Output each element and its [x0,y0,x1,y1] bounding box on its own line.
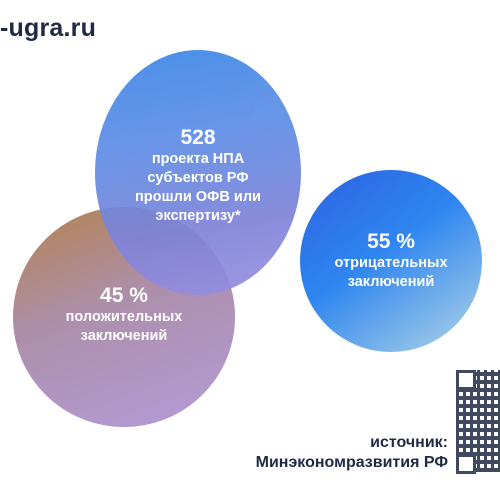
qr-finder-icon [456,454,476,474]
source-name: Минэкономразвития РФ [255,454,448,471]
negative-line-2: заключений [347,274,435,290]
negative-line-1: отрицательных [334,255,448,271]
total-line-1: проекта НПА [151,150,245,167]
total-line-2: субъектов РФ [147,169,249,186]
total-line-4: экспертизу* [155,207,241,224]
source-label: источник: [370,434,448,451]
site-brand: -ugra.ru [0,14,97,42]
negative-percent: 55 % [367,230,415,253]
positive-line-2: заключений [80,328,168,344]
qr-finder-icon [456,370,476,390]
total-count: 528 [180,125,216,149]
positive-percent: 45 % [100,284,148,307]
qr-code-icon[interactable] [456,370,500,474]
source-caption: источник: Минэкономразвития РФ [256,433,448,473]
bubble-negative: 55 % отрицательных заключений [300,170,482,352]
bubble-total: 528 проекта НПА субъектов РФ прошли ОФВ … [95,50,301,295]
positive-line-1: положительных [65,309,183,325]
total-line-3: прошли ОФВ или [135,188,261,205]
